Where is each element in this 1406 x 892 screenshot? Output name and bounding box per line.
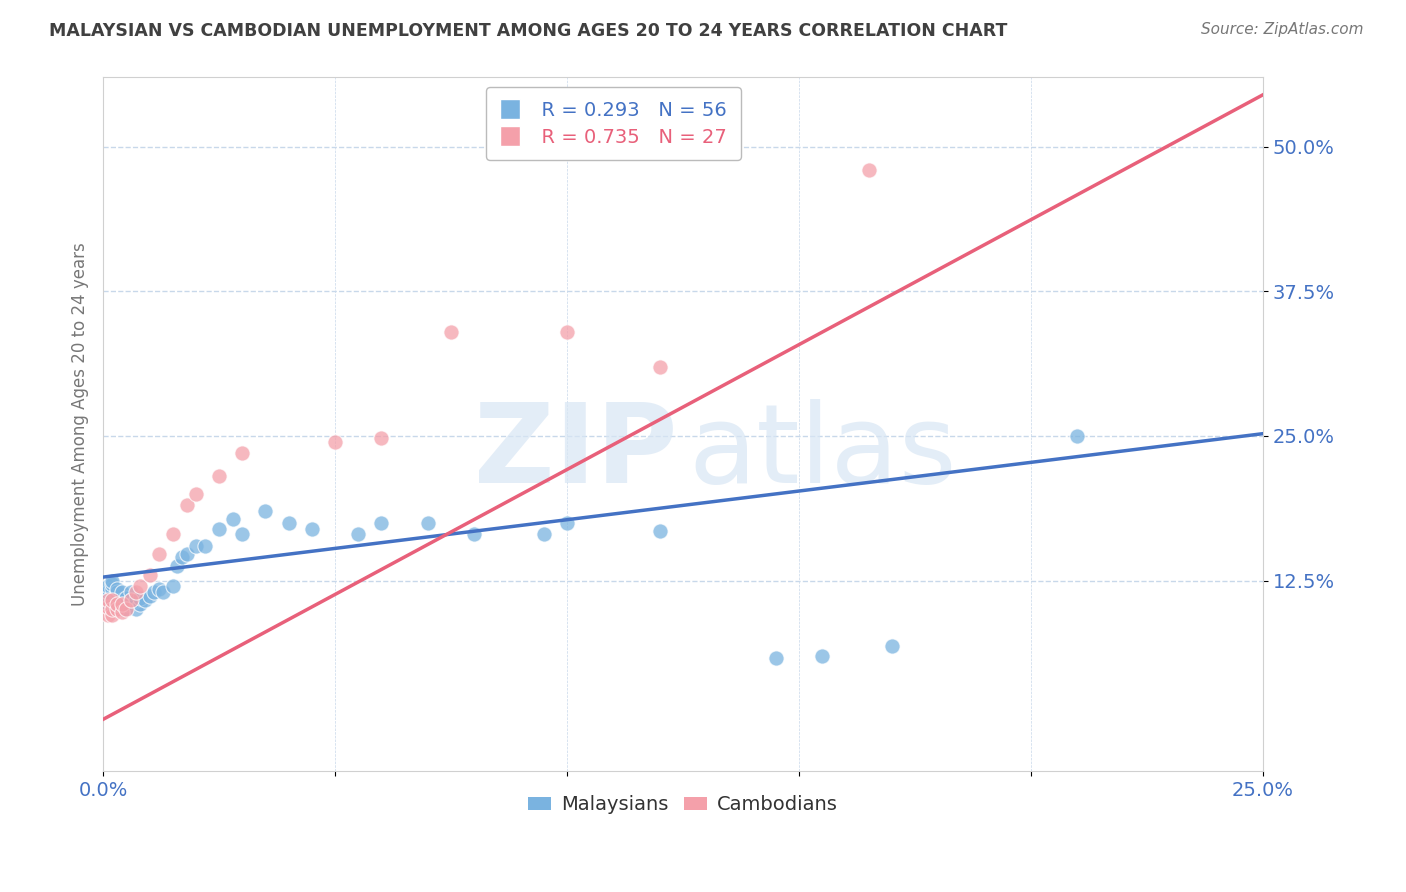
Point bbox=[648, 359, 671, 374]
Point bbox=[111, 585, 134, 599]
Point bbox=[105, 589, 128, 603]
Point bbox=[101, 608, 124, 623]
Point bbox=[463, 527, 485, 541]
Point bbox=[138, 567, 160, 582]
Point bbox=[858, 163, 880, 178]
Legend: Malaysians, Cambodians: Malaysians, Cambodians bbox=[519, 786, 848, 824]
Point bbox=[105, 597, 128, 611]
Point bbox=[231, 446, 253, 460]
Point bbox=[101, 593, 124, 607]
Text: ZIP: ZIP bbox=[474, 399, 678, 506]
Point bbox=[208, 521, 231, 535]
Point bbox=[101, 597, 124, 611]
Point bbox=[254, 504, 277, 518]
Text: atlas: atlas bbox=[689, 399, 957, 506]
Point bbox=[120, 585, 142, 599]
Point bbox=[97, 608, 120, 623]
Point bbox=[111, 605, 134, 619]
Point bbox=[111, 602, 134, 616]
Point bbox=[440, 325, 463, 339]
Point bbox=[416, 516, 439, 530]
Point bbox=[97, 585, 120, 599]
Y-axis label: Unemployment Among Ages 20 to 24 years: Unemployment Among Ages 20 to 24 years bbox=[72, 243, 89, 607]
Point bbox=[129, 597, 152, 611]
Point bbox=[555, 516, 578, 530]
Point bbox=[105, 582, 128, 596]
Point bbox=[370, 431, 392, 445]
Point bbox=[138, 589, 160, 603]
Point bbox=[533, 527, 555, 541]
Point bbox=[111, 593, 134, 607]
Point bbox=[134, 593, 156, 607]
Point bbox=[115, 602, 138, 616]
Point bbox=[101, 602, 124, 616]
Point bbox=[101, 574, 124, 588]
Point bbox=[162, 527, 184, 541]
Point bbox=[111, 597, 134, 611]
Point bbox=[880, 640, 903, 654]
Point bbox=[120, 593, 142, 607]
Point bbox=[166, 558, 188, 573]
Point bbox=[124, 593, 146, 607]
Point bbox=[194, 539, 217, 553]
Point bbox=[222, 512, 245, 526]
Point bbox=[115, 602, 138, 616]
Point bbox=[170, 550, 193, 565]
Point bbox=[97, 591, 120, 605]
Point bbox=[370, 516, 392, 530]
Point bbox=[105, 593, 128, 607]
Point bbox=[120, 593, 142, 607]
Point bbox=[105, 585, 128, 599]
Point bbox=[231, 527, 253, 541]
Point bbox=[101, 593, 124, 607]
Point bbox=[1066, 429, 1088, 443]
Point bbox=[115, 591, 138, 605]
Point bbox=[208, 469, 231, 483]
Point bbox=[97, 579, 120, 593]
Point bbox=[176, 547, 198, 561]
Point bbox=[162, 579, 184, 593]
Point bbox=[101, 577, 124, 591]
Point bbox=[124, 602, 146, 616]
Point bbox=[143, 585, 166, 599]
Point bbox=[148, 547, 170, 561]
Point bbox=[97, 593, 120, 607]
Point bbox=[148, 582, 170, 596]
Point bbox=[347, 527, 370, 541]
Point bbox=[105, 602, 128, 616]
Point bbox=[115, 597, 138, 611]
Point bbox=[129, 591, 152, 605]
Point bbox=[301, 521, 323, 535]
Point bbox=[97, 597, 120, 611]
Point bbox=[129, 579, 152, 593]
Point bbox=[101, 589, 124, 603]
Text: MALAYSIAN VS CAMBODIAN UNEMPLOYMENT AMONG AGES 20 TO 24 YEARS CORRELATION CHART: MALAYSIAN VS CAMBODIAN UNEMPLOYMENT AMON… bbox=[49, 22, 1008, 40]
Point bbox=[101, 582, 124, 596]
Point bbox=[555, 325, 578, 339]
Point bbox=[176, 499, 198, 513]
Point bbox=[323, 434, 346, 449]
Point bbox=[105, 597, 128, 611]
Point bbox=[97, 585, 120, 599]
Point bbox=[811, 648, 834, 663]
Point bbox=[124, 585, 146, 599]
Text: Source: ZipAtlas.com: Source: ZipAtlas.com bbox=[1201, 22, 1364, 37]
Point bbox=[184, 487, 207, 501]
Point bbox=[277, 516, 299, 530]
Point bbox=[97, 600, 120, 615]
Point bbox=[152, 585, 174, 599]
Point bbox=[765, 651, 787, 665]
Point bbox=[648, 524, 671, 538]
Point bbox=[184, 539, 207, 553]
